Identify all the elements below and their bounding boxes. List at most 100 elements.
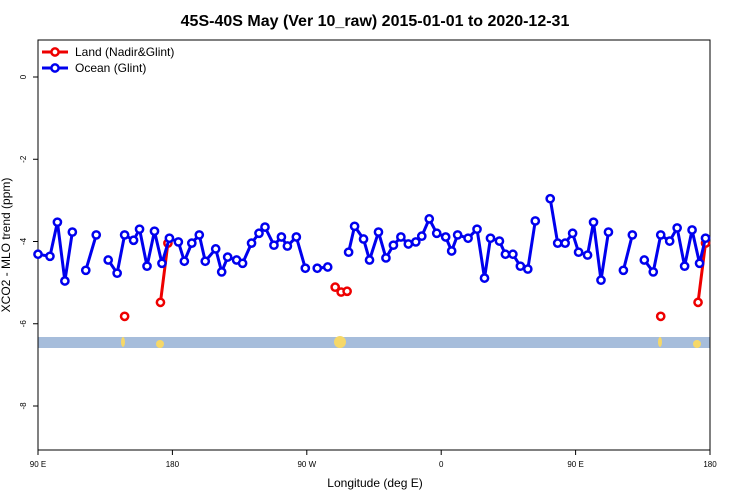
data-point: [545, 193, 556, 204]
data-point: [186, 238, 197, 248]
data-point: [596, 275, 606, 286]
data-point: [693, 297, 703, 308]
data-point: [343, 247, 354, 258]
data-point: [222, 252, 233, 262]
data-point: [194, 230, 205, 240]
data-point: [322, 262, 333, 272]
data-point: [373, 227, 384, 237]
data-point: [530, 216, 541, 226]
data-point: [452, 230, 463, 240]
x-axis-label: Longitude (deg E): [327, 476, 422, 490]
data-point: [260, 222, 270, 232]
data-point: [128, 235, 139, 246]
legend-swatch-marker: [50, 63, 60, 73]
land-patch: [121, 337, 125, 347]
data-point: [216, 267, 227, 277]
data-point: [179, 256, 190, 267]
data-point: [112, 268, 122, 279]
data-point: [403, 239, 414, 249]
data-point: [485, 233, 496, 244]
x-tick-label: 90 E: [567, 460, 583, 469]
data-point: [431, 228, 442, 239]
data-point: [463, 233, 473, 244]
data-point: [500, 249, 511, 260]
data-point: [103, 255, 114, 265]
data-point: [567, 228, 578, 239]
data-point: [552, 238, 563, 248]
data-point: [446, 246, 457, 256]
data-point: [472, 224, 482, 235]
ocean-strip: [38, 337, 710, 348]
data-point: [300, 263, 311, 274]
data-point: [396, 232, 406, 242]
data-point: [687, 225, 697, 235]
data-point: [603, 227, 614, 237]
data-point: [410, 237, 421, 247]
data-point: [655, 230, 666, 240]
surface-mask-strip: [38, 336, 710, 348]
data-point: [246, 238, 257, 248]
data-point: [291, 232, 302, 242]
chart-title: 45S-40S May (Ver 10_raw) 2015-01-01 to 2…: [181, 13, 570, 30]
data-point: [200, 256, 211, 267]
land-patch: [693, 340, 701, 348]
data-point: [381, 253, 391, 263]
y-tick-label: -6: [19, 320, 28, 328]
data-point: [164, 233, 175, 244]
data-point: [494, 236, 505, 246]
data-point: [364, 255, 375, 265]
data-point: [655, 311, 666, 322]
data-point: [155, 297, 166, 308]
legend-label: Land (Nadir&Glint): [75, 45, 174, 59]
data-point: [694, 258, 705, 269]
data-point: [588, 217, 599, 228]
data-point: [269, 240, 279, 251]
y-tick-label: -2: [19, 155, 28, 163]
data-point: [173, 237, 184, 247]
data-point: [67, 227, 78, 237]
data-point: [312, 263, 323, 274]
data-point: [573, 247, 584, 258]
data-point: [342, 286, 352, 297]
land-patch: [334, 336, 346, 348]
data-point: [210, 244, 221, 254]
data-point: [349, 221, 360, 232]
data-point: [639, 255, 650, 265]
data-point: [627, 230, 638, 240]
data-point: [560, 238, 570, 248]
data-point: [282, 241, 293, 251]
data-point: [119, 230, 130, 240]
data-point: [134, 224, 145, 235]
data-point: [440, 232, 451, 242]
x-tick-label: 90 W: [297, 460, 316, 469]
data-point: [700, 233, 711, 244]
data-point: [618, 265, 629, 276]
data-point: [254, 228, 264, 239]
data-point: [424, 214, 435, 224]
data-point: [515, 261, 526, 272]
data-point: [672, 223, 682, 233]
x-tick-label: 0: [439, 460, 444, 469]
data-point: [522, 264, 533, 274]
x-tick-label: 90 E: [30, 460, 46, 469]
land-patch: [156, 340, 164, 348]
data-point: [416, 231, 427, 242]
data-point: [119, 311, 130, 322]
data-point: [664, 236, 675, 246]
data-point: [237, 258, 248, 269]
data-point: [149, 226, 160, 237]
x-tick-label: 180: [703, 460, 717, 469]
data-point: [679, 261, 690, 272]
land-patch: [658, 337, 662, 347]
data-point: [388, 240, 399, 251]
data-point: [52, 217, 63, 228]
legend-swatch-marker: [50, 47, 60, 57]
data-point: [60, 276, 70, 286]
data-point: [358, 234, 369, 244]
data-point: [45, 251, 55, 262]
x-tick-label: 180: [166, 460, 180, 469]
data-point: [479, 273, 490, 283]
y-tick-label: -4: [19, 237, 28, 245]
data-point: [276, 232, 287, 242]
